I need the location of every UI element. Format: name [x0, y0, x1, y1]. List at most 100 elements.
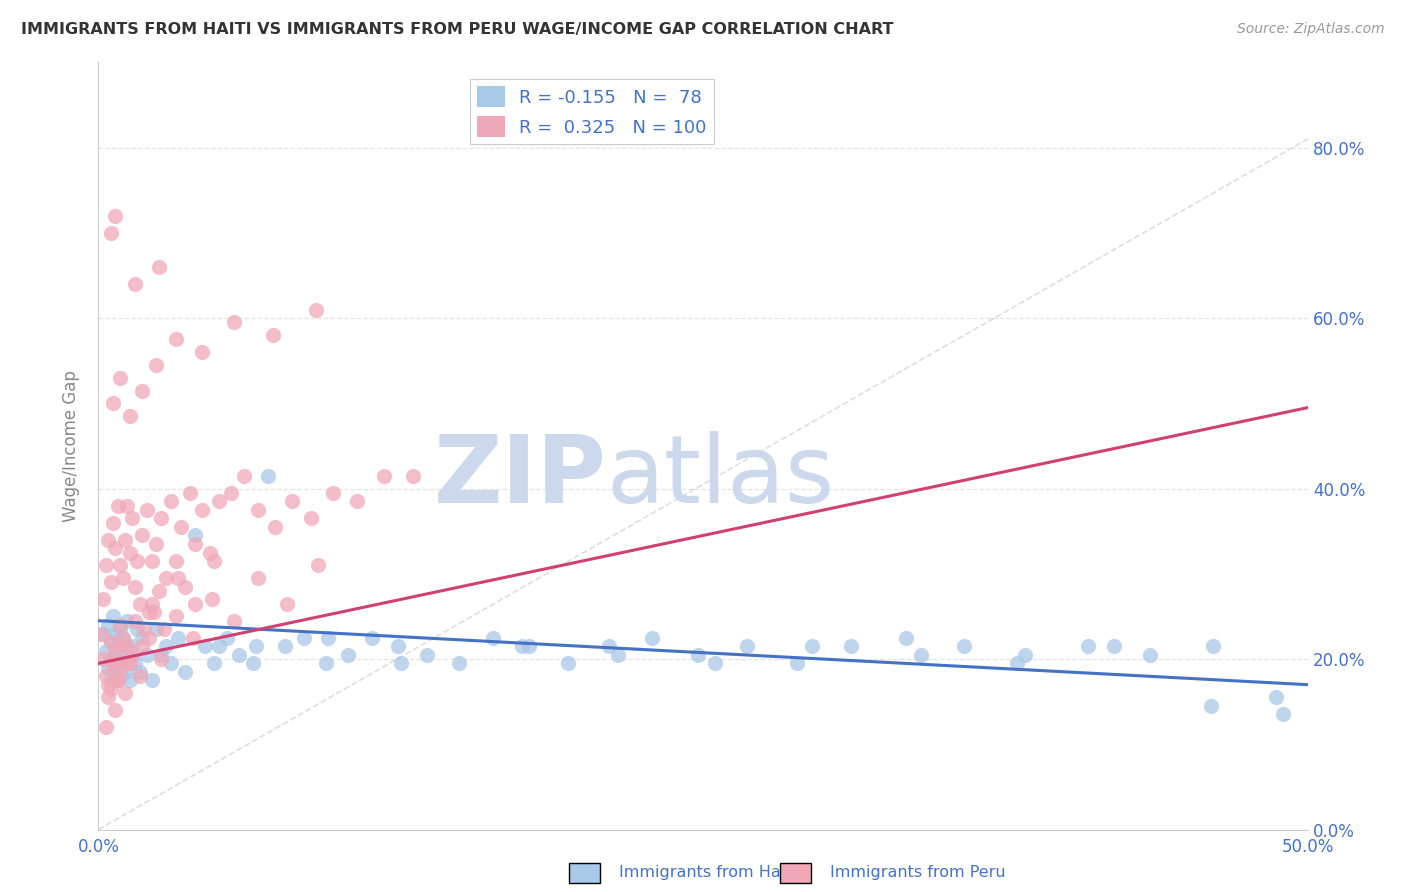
Point: [117, 499, 139, 513]
Point: [165, 554, 187, 568]
Point: [114, 640, 136, 654]
Point: [273, 640, 295, 654]
Text: Source: ZipAtlas.com: Source: ZipAtlas.com: [1237, 22, 1385, 37]
Point: [150, 652, 173, 666]
Point: [165, 333, 187, 347]
Point: [128, 669, 150, 683]
Point: [247, 571, 270, 585]
Point: [641, 631, 664, 645]
Point: [94, 558, 117, 573]
Point: [100, 681, 122, 696]
Point: [124, 614, 146, 628]
Point: [145, 358, 167, 372]
Point: [145, 537, 167, 551]
Point: [104, 703, 127, 717]
Point: [101, 657, 124, 671]
Point: [174, 665, 197, 679]
Point: [111, 640, 134, 654]
Point: [107, 499, 129, 513]
Point: [124, 580, 146, 594]
Point: [127, 554, 149, 568]
Point: [138, 605, 160, 619]
Point: [179, 486, 201, 500]
Point: [198, 545, 221, 559]
Point: [97, 618, 120, 632]
Point: [215, 631, 238, 645]
Point: [894, 631, 917, 645]
Point: [128, 665, 150, 679]
Point: [118, 673, 141, 688]
Point: [107, 673, 129, 688]
Point: [104, 657, 127, 671]
Point: [160, 657, 183, 671]
Text: ZIP: ZIP: [433, 431, 606, 523]
Point: [124, 277, 146, 291]
Point: [97, 533, 120, 547]
Text: IMMIGRANTS FROM HAITI VS IMMIGRANTS FROM PERU WAGE/INCOME GAP CORRELATION CHART: IMMIGRANTS FROM HAITI VS IMMIGRANTS FROM…: [21, 22, 894, 37]
Point: [167, 631, 190, 645]
Point: [204, 657, 226, 671]
Point: [1272, 707, 1295, 722]
Point: [1265, 690, 1288, 705]
Point: [108, 558, 131, 573]
Point: [127, 622, 149, 636]
Point: [131, 640, 153, 654]
Point: [174, 580, 197, 594]
Point: [1007, 657, 1029, 671]
Point: [114, 533, 136, 547]
Point: [1202, 640, 1225, 654]
Point: [1139, 648, 1161, 662]
Point: [953, 640, 976, 654]
Point: [100, 226, 122, 240]
Point: [117, 657, 139, 671]
Point: [242, 657, 264, 671]
Point: [688, 648, 710, 662]
Point: [94, 669, 117, 683]
Point: [786, 657, 808, 671]
Point: [143, 605, 166, 619]
Point: [155, 571, 177, 585]
Legend: R = -0.155   N =  78, R =  0.325   N = 100: R = -0.155 N = 78, R = 0.325 N = 100: [470, 79, 713, 145]
Point: [108, 618, 131, 632]
Point: [167, 571, 190, 585]
Point: [184, 597, 207, 611]
Point: [389, 657, 412, 671]
Point: [481, 631, 503, 645]
Point: [114, 657, 136, 671]
Point: [118, 545, 141, 559]
Point: [107, 640, 129, 654]
Point: [104, 643, 127, 657]
Point: [201, 592, 224, 607]
Point: [141, 554, 163, 568]
Point: [111, 657, 134, 671]
Point: [91, 652, 114, 666]
Point: [97, 660, 120, 674]
Point: [94, 720, 117, 734]
Point: [108, 648, 131, 662]
Point: [155, 640, 177, 654]
Point: [299, 511, 322, 525]
Point: [114, 665, 136, 679]
Point: [141, 673, 163, 688]
Point: [191, 503, 214, 517]
Point: [336, 648, 359, 662]
Point: [108, 371, 131, 385]
Point: [108, 622, 131, 636]
Point: [101, 657, 124, 671]
Point: [97, 678, 120, 692]
Point: [910, 648, 932, 662]
Point: [262, 328, 284, 343]
Point: [121, 640, 143, 654]
Point: [402, 468, 425, 483]
Point: [181, 631, 204, 645]
Point: [150, 511, 173, 525]
Point: [152, 622, 174, 636]
Point: [114, 686, 136, 700]
Point: [101, 669, 124, 683]
Point: [222, 614, 245, 628]
Point: [517, 640, 540, 654]
Point: [1102, 640, 1125, 654]
Point: [135, 648, 157, 662]
Point: [416, 648, 439, 662]
Point: [101, 609, 124, 624]
